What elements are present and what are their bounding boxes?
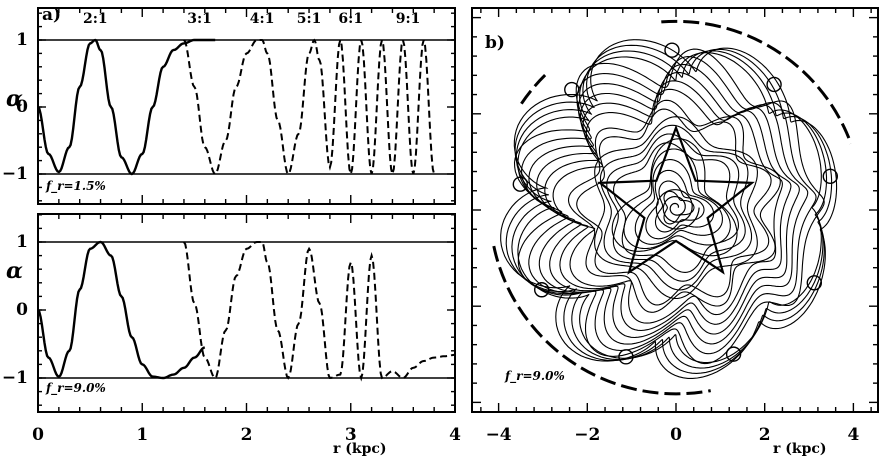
orbit <box>528 63 809 345</box>
orbit-loop <box>664 42 680 58</box>
orbit-loop <box>534 282 550 298</box>
ytick-label: 1 <box>16 30 28 50</box>
orbit <box>576 108 772 306</box>
orbit <box>634 159 723 245</box>
orbit-loop <box>822 168 838 185</box>
orbit <box>594 116 758 300</box>
alpha-series-solid <box>37 240 206 380</box>
orbit-loop <box>618 349 634 365</box>
star-orbit <box>597 124 755 275</box>
ytick-label: −1 <box>2 164 28 184</box>
orbit-loop <box>725 346 742 362</box>
xtick-label: 0 <box>32 425 44 445</box>
frame-b <box>471 7 879 413</box>
xtick-label: 4 <box>449 425 461 445</box>
frame-a-bottom <box>37 213 456 413</box>
ytick-label: −1 <box>2 368 28 388</box>
xtick-label-b: −2 <box>574 425 600 445</box>
orbit-loop <box>564 81 580 98</box>
orbit-family <box>500 39 838 379</box>
orbit <box>611 138 738 257</box>
orbit <box>599 124 753 291</box>
orbit <box>654 180 705 233</box>
ytick-label: 0 <box>16 300 28 320</box>
xtick-label: 3 <box>345 425 357 445</box>
orbit <box>567 99 781 313</box>
alpha-series-solid <box>37 38 216 176</box>
xtick-label-b: 2 <box>759 425 771 445</box>
corotation-arc <box>520 74 547 105</box>
orbit-outer <box>511 50 828 369</box>
orbit-loop <box>806 275 823 291</box>
corotation-arc <box>661 19 853 145</box>
orbit-loop <box>512 176 529 192</box>
orbit <box>606 133 746 282</box>
orbit <box>513 48 825 365</box>
orbit <box>613 142 739 273</box>
orbit <box>623 148 731 250</box>
orbit <box>645 169 715 240</box>
xtick-label: 2 <box>241 425 253 445</box>
xtick-label-b: 4 <box>847 425 859 445</box>
xtick-label-b: −4 <box>486 425 512 445</box>
orbit <box>521 56 817 355</box>
orbit-outer <box>500 39 838 379</box>
orbit <box>663 190 695 225</box>
ytick-label: 1 <box>16 232 28 252</box>
xtick-label: 1 <box>136 425 148 445</box>
corotation-arc <box>492 245 711 396</box>
alpha-series-dashed <box>183 241 455 382</box>
xtick-label-b: 0 <box>670 425 682 445</box>
central-spiral <box>655 189 700 230</box>
orbit-loop <box>766 76 782 93</box>
ytick-label: 0 <box>16 97 28 117</box>
orbit <box>536 71 800 339</box>
alpha-series-dashed <box>183 36 436 178</box>
